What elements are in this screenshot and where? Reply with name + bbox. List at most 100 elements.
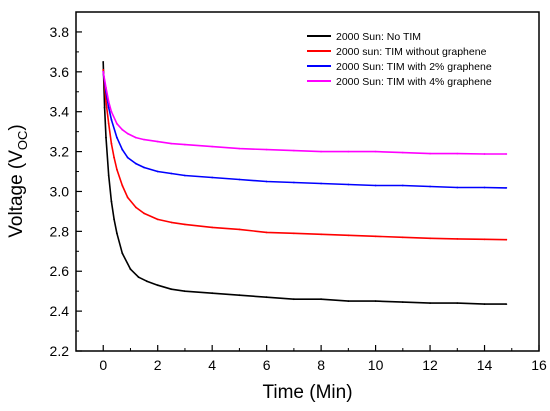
series-3-point [505, 187, 508, 189]
series-1-point [102, 61, 105, 63]
legend-label: 2000 Sun: TIM with 4% graphene [336, 76, 492, 88]
series-3-point [184, 174, 186, 177]
series-4-point [110, 110, 113, 113]
y-axis-title-close: ) [6, 124, 27, 130]
y-tick-label: 2.6 [50, 263, 70, 279]
series-2-point [105, 100, 107, 103]
series-2-point [293, 232, 295, 235]
x-axis-title: Time (Min) [262, 382, 352, 403]
series-2-point [401, 236, 404, 239]
series-2-point [113, 156, 115, 159]
series-1-point [401, 301, 404, 303]
series-3-point [238, 178, 241, 181]
x-tick-label: 4 [208, 357, 216, 373]
series-4-point [238, 147, 241, 150]
series-1-point [156, 284, 159, 287]
series-1-point [170, 288, 173, 291]
series-4-point [293, 149, 295, 152]
series-1-point [293, 298, 295, 301]
series-2-point [347, 234, 350, 237]
plot-frame [75, 11, 540, 352]
series-3-point [429, 185, 431, 188]
series-2-point [116, 168, 118, 171]
y-tick-label: 3.6 [50, 64, 70, 80]
series-4-point [126, 132, 129, 135]
axis-tick-labels: 0 2 4 6 8 10 12 14 16 2.2 2.4 2.6 2.8 3.0 3.2 3.4 3.6 3.8 [50, 24, 547, 373]
y-tick-label: 2.8 [50, 223, 70, 239]
series-4-point [401, 151, 404, 154]
series-2-point [456, 238, 459, 240]
y-axis-title-subscript: OC [15, 131, 30, 151]
series-2-point [143, 212, 146, 215]
series-4-point [107, 100, 110, 103]
y-tick-label: 3.4 [50, 104, 70, 120]
series-3-point [121, 148, 124, 151]
series-1-point [456, 302, 459, 304]
series-1-point [116, 232, 118, 235]
series-4-point [156, 140, 159, 143]
series-1-point [238, 294, 241, 297]
series-4-point [265, 148, 268, 151]
series-line-2 [102, 69, 507, 241]
y-tick-label: 3.8 [50, 24, 70, 40]
series-3-point [126, 156, 129, 159]
series-1-point [211, 292, 214, 295]
series-3-point [211, 176, 214, 179]
series-3-point [170, 172, 173, 175]
series-1-point [320, 298, 322, 301]
series-3-point [116, 136, 118, 139]
series-2-point [102, 68, 105, 71]
series-3-point [156, 170, 159, 173]
series-2-point [429, 237, 431, 240]
series-2-point [184, 223, 186, 226]
y-tick-label: 3.2 [50, 144, 70, 160]
series-2-point [483, 238, 486, 241]
series-line-3 [102, 71, 507, 189]
series-4-point [374, 150, 377, 153]
series-1-point [184, 290, 186, 293]
series-line-1 [102, 61, 507, 305]
series-1-point [505, 303, 508, 305]
series-1-point [121, 252, 124, 255]
x-tick-label: 14 [477, 357, 493, 373]
series-1-point [103, 106, 106, 109]
x-tick-label: 0 [99, 357, 107, 373]
series-2-point [505, 238, 508, 241]
series-4-point [170, 142, 173, 145]
series-2-point [135, 206, 137, 209]
series-3-point [110, 118, 113, 121]
series-1-point [110, 200, 113, 203]
legend: 2000 Sun: No TIM 2000 sun: TIM without gr… [307, 31, 492, 88]
series-3-point [135, 162, 137, 165]
legend-label: 2000 Sun: TIM with 2% graphene [336, 61, 492, 73]
x-tick-label: 6 [263, 357, 271, 373]
x-tick-label: 10 [368, 357, 384, 373]
x-tick-label: 2 [154, 357, 162, 373]
series-3-point [456, 186, 459, 189]
series-4-point [116, 122, 118, 125]
series-4-point [505, 153, 508, 155]
series-1-point [137, 276, 140, 279]
series-3-point [374, 184, 377, 187]
series-3-point [265, 180, 268, 183]
y-axis-title: Voltage (VOC) [6, 124, 30, 238]
x-tick-label: 12 [422, 357, 438, 373]
series-3-point [401, 184, 404, 187]
series-3-point [320, 182, 322, 185]
series-4-point [456, 152, 459, 155]
series-line-4 [102, 71, 507, 155]
series-lines [102, 61, 508, 305]
series-3-point [483, 186, 486, 189]
x-tick-label: 8 [317, 357, 325, 373]
series-1-point [105, 136, 107, 139]
series-4-point [211, 145, 214, 148]
series-1-point [374, 300, 377, 302]
series-1-point [429, 302, 431, 304]
y-tick-label: 2.2 [50, 343, 70, 359]
series-2-point [107, 122, 110, 125]
series-2-point [121, 184, 124, 187]
y-axis-title-main: Voltage (V [6, 150, 27, 238]
series-4-point [105, 86, 107, 89]
legend-label: 2000 Sun: No TIM [336, 31, 421, 43]
series-4-point [347, 150, 350, 153]
